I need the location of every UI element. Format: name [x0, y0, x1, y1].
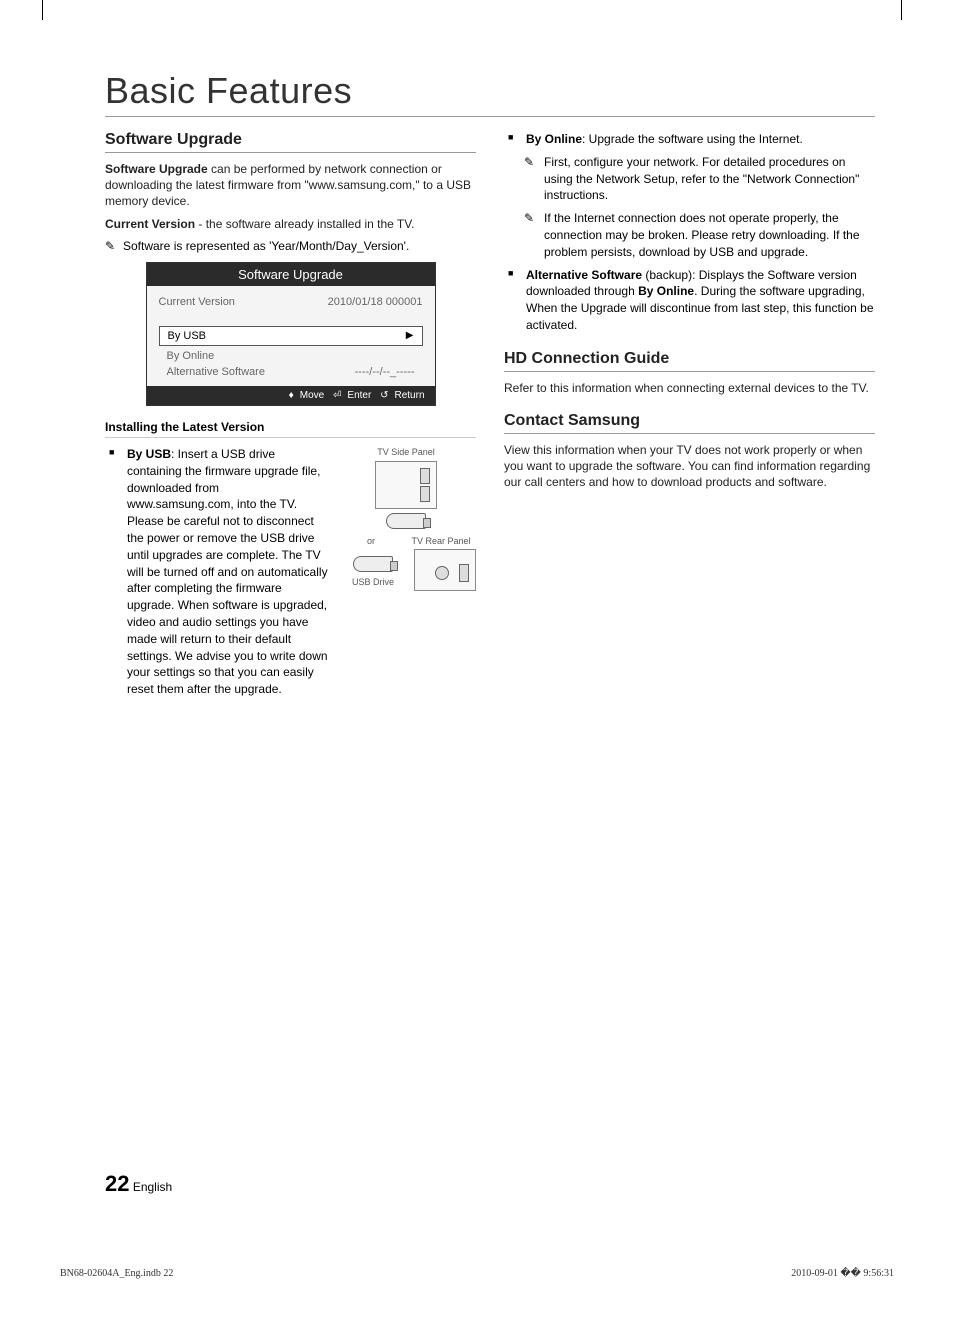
two-column-layout: Software Upgrade Software Upgrade can be… — [105, 131, 875, 704]
return-icon: ↺ — [380, 390, 388, 401]
osd-alternative-label: Alternative Software — [167, 366, 265, 378]
osd-menu: Software Upgrade Current Version 2010/01… — [146, 262, 436, 406]
by-online-bullet: By Online: Upgrade the software using th… — [504, 131, 875, 148]
alternative-software-bullet: Alternative Software (backup): Displays … — [504, 267, 875, 334]
osd-by-online-label: By Online — [167, 350, 215, 362]
usb-drive-row-1 — [336, 513, 476, 529]
osd-arrow-icon: ▶ — [406, 330, 414, 342]
software-upgrade-heading: Software Upgrade — [105, 131, 476, 153]
current-version-bold: Current Version — [105, 217, 195, 231]
by-online-bold: By Online — [526, 132, 582, 146]
by-online-rest: : Upgrade the software using the Interne… — [582, 132, 803, 146]
page-lang: English — [133, 1180, 172, 1194]
installing-heading: Installing the Latest Version — [105, 420, 476, 438]
footer-left: BN68-02604A_Eng.indb 22 — [60, 1268, 173, 1279]
side-panel-label: TV Side Panel — [336, 446, 476, 459]
rear-panel-label: TV Rear Panel — [406, 535, 476, 548]
left-column: Software Upgrade Software Upgrade can be… — [105, 131, 476, 704]
osd-return-label: Return — [394, 390, 424, 401]
osd-by-usb-label: By USB — [168, 330, 207, 342]
page-number-value: 22 — [105, 1171, 129, 1196]
osd-by-online-row[interactable]: By Online — [159, 348, 423, 364]
osd-title: Software Upgrade — [147, 263, 435, 286]
usb-drive-label: USB Drive — [336, 576, 410, 589]
hd-connection-body: Refer to this information when connectin… — [504, 380, 875, 396]
footer-right: 2010-09-01 �� 9:56:31 — [791, 1268, 894, 1279]
crop-mark-left — [42, 0, 43, 20]
intro-bold: Software Upgrade — [105, 162, 208, 176]
subnote-connection-retry: If the Internet connection does not oper… — [504, 210, 875, 260]
usb-drive-icon — [353, 556, 393, 572]
enter-icon: ⏎ — [333, 390, 341, 401]
contact-samsung-body: View this information when your TV does … — [504, 442, 875, 491]
crop-mark-right — [901, 0, 902, 20]
by-usb-bullet: TV Side Panel or TV Rear Panel — [105, 446, 476, 698]
osd-current-version-label: Current Version — [159, 296, 235, 308]
by-usb-bold: By USB — [127, 447, 171, 461]
osd-by-usb-row[interactable]: By USB ▶ — [159, 326, 423, 346]
by-usb-text: By USB: Insert a USB drive containing th… — [127, 446, 328, 698]
current-version-paragraph: Current Version - the software already i… — [105, 216, 476, 232]
osd-current-version-value: 2010/01/18 000001 — [328, 296, 423, 308]
usb-port-icon — [459, 564, 469, 582]
alt-bold2: By Online — [638, 284, 694, 298]
page-content: Basic Features Software Upgrade Software… — [105, 70, 875, 704]
hd-connection-heading: HD Connection Guide — [504, 350, 875, 372]
port-icon — [435, 566, 449, 580]
current-version-rest: - the software already installed in the … — [195, 217, 414, 231]
intro-paragraph: Software Upgrade can be performed by net… — [105, 161, 476, 210]
alt-bold: Alternative Software — [526, 268, 642, 282]
side-panel-box — [375, 461, 437, 509]
or-label: or — [336, 535, 406, 548]
rear-panel-box — [414, 549, 476, 591]
move-icon: ♦ — [289, 390, 294, 401]
osd-alternative-value: ----/--/--_----- — [355, 366, 415, 378]
usb-drive-row-2 — [336, 556, 410, 572]
usb-drive-icon — [386, 513, 426, 529]
by-usb-rest: : Insert a USB drive containing the firm… — [127, 447, 328, 696]
osd-alternative-row[interactable]: Alternative Software ----/--/--_----- — [159, 364, 423, 380]
note-version-format: Software is represented as 'Year/Month/D… — [105, 238, 476, 254]
osd-footer: ♦ Move ⏎ Enter ↺ Return — [147, 386, 435, 405]
usb-port-icon — [420, 468, 430, 484]
usb-port-icon — [420, 486, 430, 502]
osd-move-label: Move — [300, 390, 324, 401]
footer-meta: BN68-02604A_Eng.indb 22 2010-09-01 �� 9:… — [60, 1268, 894, 1279]
subnote-configure-network: First, configure your network. For detai… — [504, 154, 875, 204]
usb-diagram: TV Side Panel or TV Rear Panel — [336, 446, 476, 595]
contact-samsung-heading: Contact Samsung — [504, 412, 875, 434]
page-number: 22 English — [105, 1171, 172, 1197]
main-title: Basic Features — [105, 70, 875, 117]
right-column: By Online: Upgrade the software using th… — [504, 131, 875, 704]
osd-body: Current Version 2010/01/18 000001 By USB… — [147, 286, 435, 386]
osd-current-version-row: Current Version 2010/01/18 000001 — [159, 296, 423, 308]
osd-enter-label: Enter — [347, 390, 371, 401]
